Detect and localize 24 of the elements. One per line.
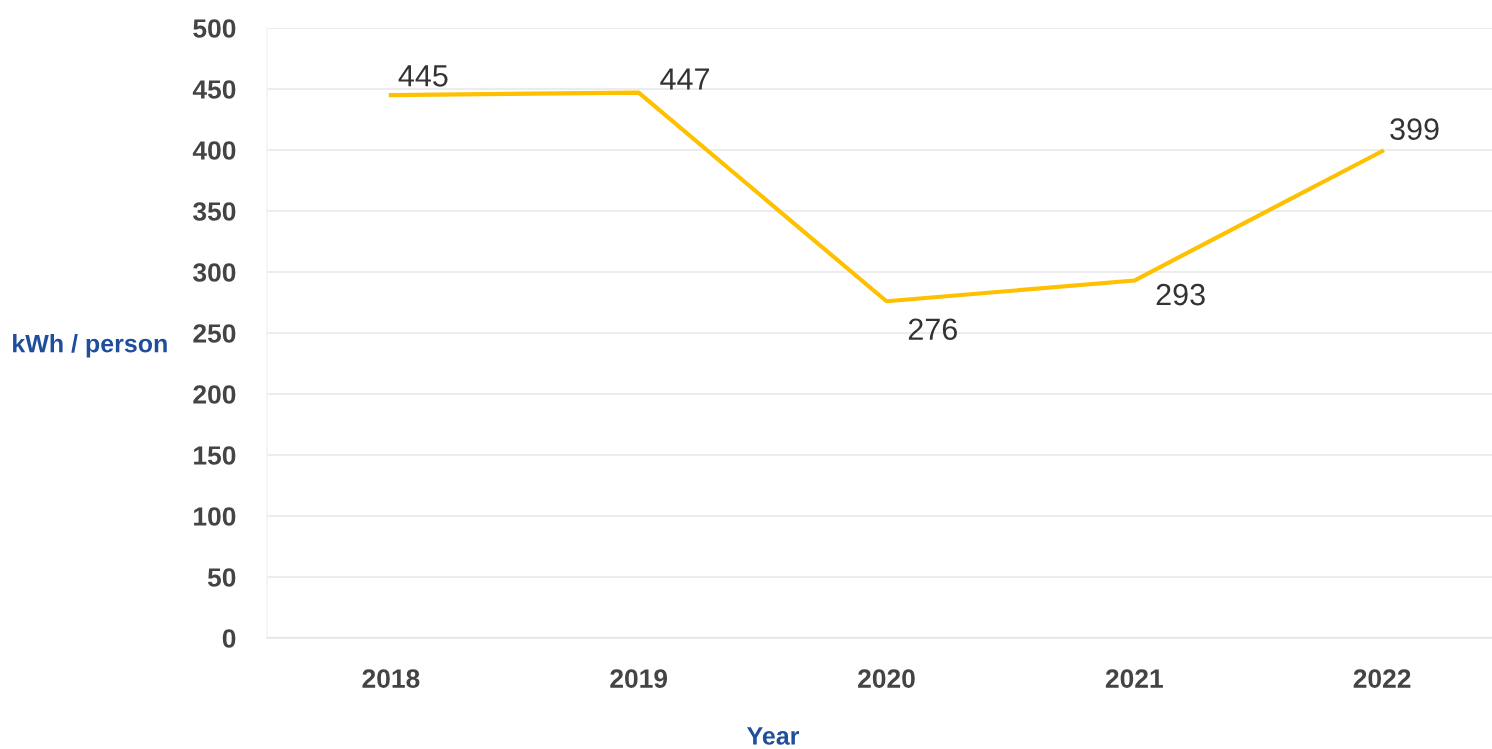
y-tick-label: 50 [207,568,236,587]
y-tick-label: 300 [193,263,236,282]
data-label: 276 [908,318,957,341]
x-tick-label: 2022 [1353,669,1411,688]
x-tick-label: 2021 [1105,669,1163,688]
data-label: 447 [660,68,709,90]
y-tick-label: 400 [192,141,236,160]
x-tick-label: 2018 [362,669,420,688]
y-axis-title: kWh / person [13,334,167,358]
y-tick-label: 0 [222,629,236,648]
data-label: 293 [1156,283,1205,306]
x-tick-label: 2020 [858,669,915,688]
data-label: 399 [1390,118,1439,140]
line-series [388,90,1385,304]
x-axis-title: Year [747,727,800,745]
y-tick-label: 500 [193,19,236,38]
y-tick-label: 100 [194,507,236,526]
y-tick-label: 200 [193,385,236,404]
x-tick-label: 2019 [610,669,668,688]
y-tick-label: 450 [192,80,236,99]
y-tick-label: 150 [194,446,236,465]
y-tick-label: 250 [193,324,236,343]
y-tick-label: 350 [193,202,236,221]
data-label: 445 [398,65,448,87]
